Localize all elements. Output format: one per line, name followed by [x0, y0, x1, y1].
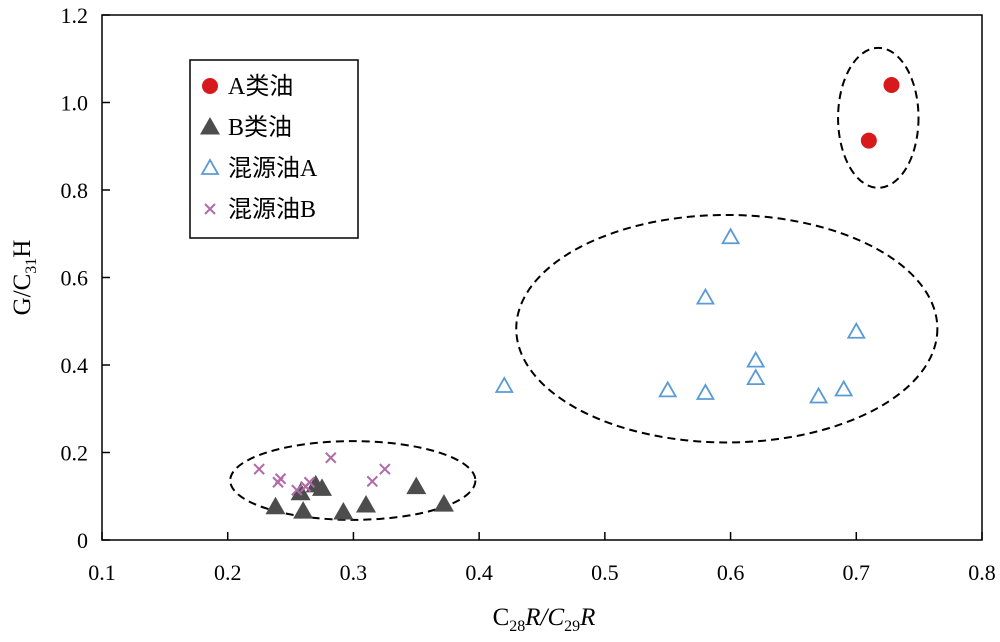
data-point — [325, 452, 337, 464]
x-axis-title: C28R/C29R — [493, 604, 596, 635]
y-axis-title: G/C31H — [9, 240, 40, 316]
cross-stroke — [366, 475, 378, 488]
cross-stroke — [291, 484, 303, 496]
x-tick-label: 0.8 — [968, 560, 996, 585]
x-tick-label: 0.4 — [465, 560, 493, 585]
cluster-ellipse-0 — [837, 46, 920, 189]
x-tick-label: 0.3 — [340, 560, 368, 585]
data-point — [834, 379, 854, 397]
data-point — [746, 350, 766, 368]
y-title-sub: 31 — [23, 258, 40, 274]
data-point — [721, 227, 741, 245]
legend-label: 混源油B — [228, 196, 316, 223]
x-title-part: R/C — [524, 604, 564, 631]
x-title-sub: 28 — [509, 618, 525, 635]
legend-marker — [200, 158, 220, 175]
y-title-part: G/C — [9, 274, 36, 316]
data-point — [695, 287, 715, 305]
data-point — [312, 478, 332, 496]
data-point — [695, 383, 715, 400]
data-point — [356, 495, 376, 513]
data-point — [274, 473, 287, 485]
cross-stroke — [274, 473, 287, 485]
data-point — [809, 386, 829, 404]
data-point — [265, 496, 286, 515]
legend-marker — [202, 78, 218, 94]
data-point — [883, 77, 900, 93]
series-3 — [253, 452, 391, 496]
cluster-ellipse-1 — [229, 440, 477, 521]
x-title-part: C — [493, 604, 510, 631]
axes: 0.1 0.2 0.3 0.4 0.5 0.6 0.7 0.8 0 0.2 0.4 0.6 0.8 1.0… — [61, 3, 996, 585]
data-point — [293, 501, 314, 519]
series-0 — [860, 77, 900, 149]
cross-stroke — [325, 452, 337, 464]
x-tick-label: 0.6 — [717, 560, 745, 585]
legend-label: 混源油A — [228, 155, 318, 182]
data-point — [253, 463, 265, 475]
data-point — [333, 502, 354, 520]
data-point — [746, 368, 766, 386]
legend-label: A类油 — [228, 73, 293, 100]
data-point — [366, 475, 378, 488]
y-title-part: H — [9, 240, 36, 258]
cross-stroke — [204, 203, 216, 215]
legend-marker — [204, 203, 216, 215]
legend-marker — [200, 117, 220, 135]
cluster-ellipses — [229, 46, 939, 521]
data-point — [846, 321, 866, 339]
y-tick-label: 0.8 — [61, 178, 89, 203]
data-point — [291, 484, 303, 496]
cluster-ellipse-2 — [515, 213, 939, 444]
x-tick-label: 0.2 — [214, 560, 242, 585]
y-tick-label: 0 — [77, 528, 88, 553]
x-tick-label: 0.1 — [88, 560, 116, 585]
data-point — [433, 494, 454, 512]
series-2 — [494, 227, 866, 404]
legend-label: B类油 — [228, 114, 292, 141]
data-point — [658, 380, 678, 398]
x-title-sub: 29 — [564, 618, 580, 635]
legend-box — [189, 59, 359, 239]
x-title-part: R — [579, 604, 595, 631]
cross-stroke — [379, 463, 391, 475]
axis-titles: C28R/C29R G/C31H — [9, 240, 595, 635]
y-tick-label: 0.2 — [61, 441, 89, 466]
y-tick-label: 1.2 — [61, 3, 89, 28]
data-point — [379, 463, 391, 475]
y-tick-label: 0.4 — [61, 353, 89, 378]
data-point — [494, 376, 514, 393]
x-tick-label: 0.7 — [843, 560, 871, 585]
data-point — [303, 476, 316, 488]
y-tick-label: 0.6 — [61, 266, 89, 291]
data-points — [253, 77, 900, 520]
data-point — [860, 132, 877, 149]
data-point — [406, 476, 427, 495]
x-tick-label: 0.5 — [591, 560, 619, 585]
series-1 — [265, 474, 454, 520]
cross-stroke — [253, 463, 265, 475]
cross-stroke — [303, 476, 316, 488]
y-tick-label: 1.0 — [61, 91, 89, 116]
